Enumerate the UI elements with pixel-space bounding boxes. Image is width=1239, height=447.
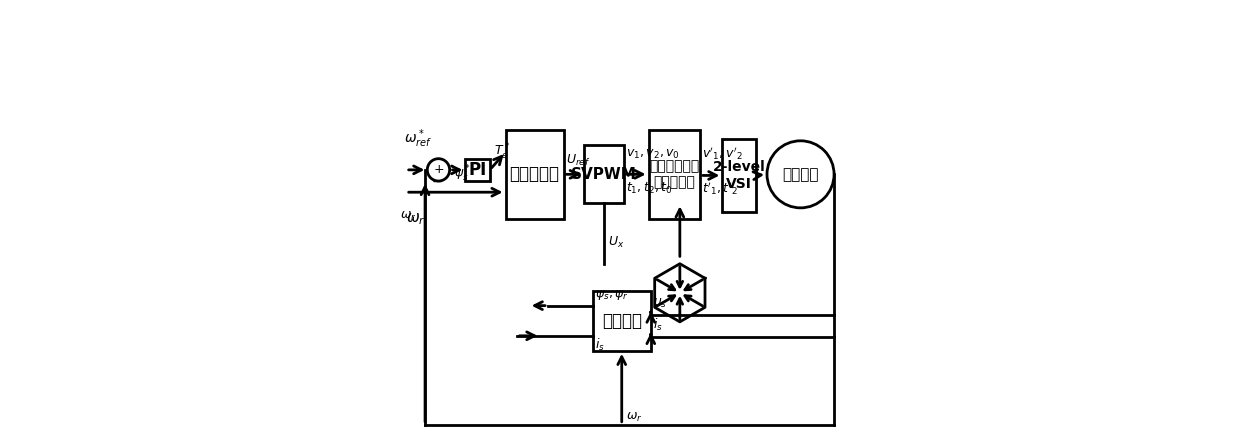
Text: $v'_1, v'_2$: $v'_1, v'_2$ [703,145,743,162]
Text: $t_1, t_2, t_0$: $t_1, t_2, t_0$ [626,181,673,196]
Bar [722,139,756,212]
Text: $v_1, v_2, v_0$: $v_1, v_2, v_0$ [626,148,680,160]
Text: $i_s$: $i_s$ [595,337,605,353]
Text: 磁邓估计: 磁邓估计 [602,312,642,330]
Text: 参考値转换: 参考値转换 [509,165,560,183]
Text: $u_s$: $u_s$ [653,297,668,310]
Text: +: + [434,163,444,177]
Text: $\omega_r$: $\omega_r$ [406,211,425,227]
Bar [506,130,564,219]
Text: 异步电机: 异步电机 [782,167,819,182]
Bar [648,130,700,219]
Text: 矢量选择、作
用时间计算: 矢量选择、作 用时间计算 [649,159,699,190]
Text: 2-level
VSI: 2-level VSI [712,160,766,190]
Text: $\psi^*_s$: $\psi^*_s$ [455,164,471,184]
Text: $U_{ref}$: $U_{ref}$ [566,153,590,169]
Bar [584,145,624,203]
Text: $T^*_e$: $T^*_e$ [494,142,510,162]
Bar [466,159,489,181]
Text: SVPWM: SVPWM [571,167,637,182]
Text: PI: PI [468,161,487,179]
Text: $U_x$: $U_x$ [608,235,624,250]
Text: $t'_1, t'_2$: $t'_1, t'_2$ [703,181,738,198]
Text: $\omega_r$: $\omega_r$ [400,210,418,223]
Text: $i_s$: $i_s$ [653,316,663,333]
Bar [592,291,650,351]
Text: $\psi_s, \psi_r$: $\psi_s, \psi_r$ [595,288,628,302]
Text: $\omega^*_{ref}$: $\omega^*_{ref}$ [404,127,432,150]
Text: −: − [431,175,444,189]
Text: $\omega_r$: $\omega_r$ [626,411,643,424]
